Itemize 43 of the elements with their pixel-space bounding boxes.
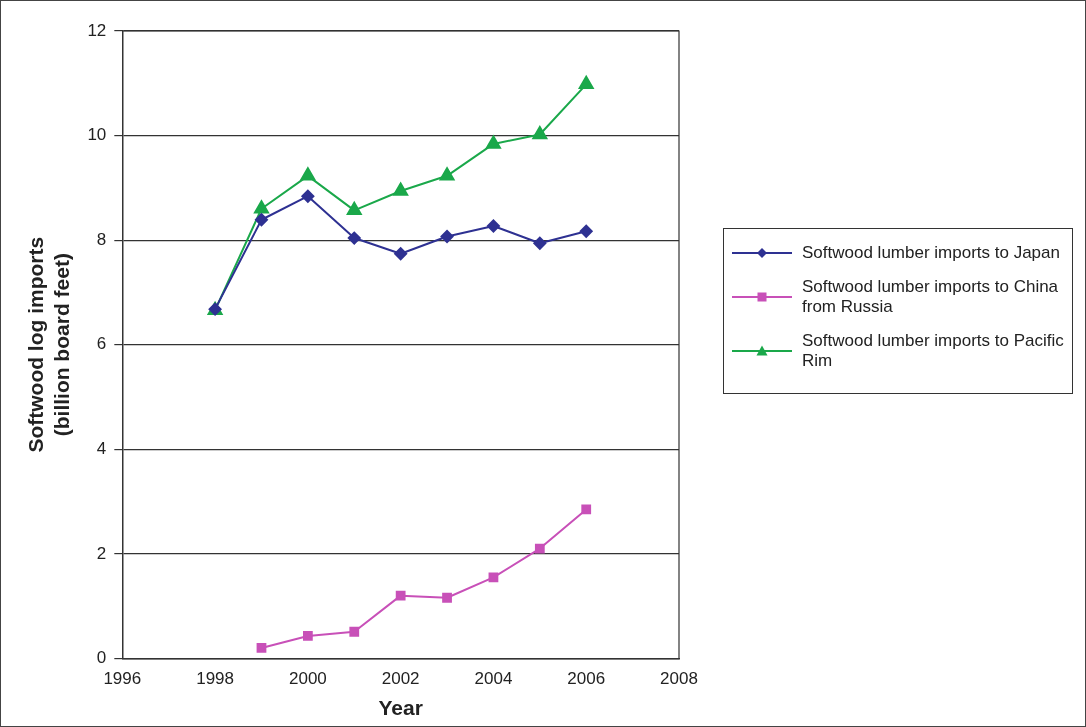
x-tick-label: 2006: [567, 669, 606, 689]
point: [533, 236, 547, 250]
legend-label: Softwood lumber imports to China from Russia: [802, 277, 1060, 317]
x-axis-title: Year: [378, 696, 423, 720]
x-tick-label: 2002: [381, 669, 420, 689]
y-tick-label: 8: [96, 229, 107, 249]
y-tick-label: 0: [96, 648, 107, 668]
point: [534, 543, 545, 554]
point: [578, 75, 594, 90]
y-tick-label: 10: [87, 125, 107, 145]
x-tick-label: 2004: [474, 669, 513, 689]
y-tick-label: 6: [96, 334, 107, 354]
point: [486, 219, 500, 233]
point: [302, 631, 313, 641]
point: [394, 247, 408, 261]
point: [349, 626, 360, 637]
y-tick-label: 2: [96, 543, 107, 563]
y-tick-label: 12: [87, 20, 107, 40]
point: [579, 224, 593, 238]
point: [346, 201, 362, 216]
point: [532, 126, 548, 140]
point: [301, 189, 315, 203]
x-tick-label: 1998: [196, 669, 235, 689]
point: [393, 182, 409, 196]
x-tick-label: 2000: [288, 669, 327, 689]
point: [442, 592, 452, 603]
point: [439, 167, 455, 181]
legend-label: Softwood lumber imports to Pacific Rim: [802, 331, 1065, 371]
point: [300, 167, 316, 181]
point: [256, 643, 267, 653]
point: [395, 590, 406, 601]
point: [581, 504, 592, 515]
point: [485, 135, 501, 149]
point: [253, 200, 269, 214]
point: [347, 231, 361, 245]
y-tick-label: 4: [96, 438, 107, 458]
point: [440, 229, 454, 243]
legend-label: Softwood lumber imports to Japan: [802, 243, 1060, 263]
y-axis-title: Softwood log imports (billion board feet): [24, 236, 73, 453]
x-tick-label: 1996: [103, 669, 142, 689]
point: [254, 213, 268, 227]
x-tick-label: 2008: [660, 669, 698, 689]
point: [488, 572, 499, 583]
